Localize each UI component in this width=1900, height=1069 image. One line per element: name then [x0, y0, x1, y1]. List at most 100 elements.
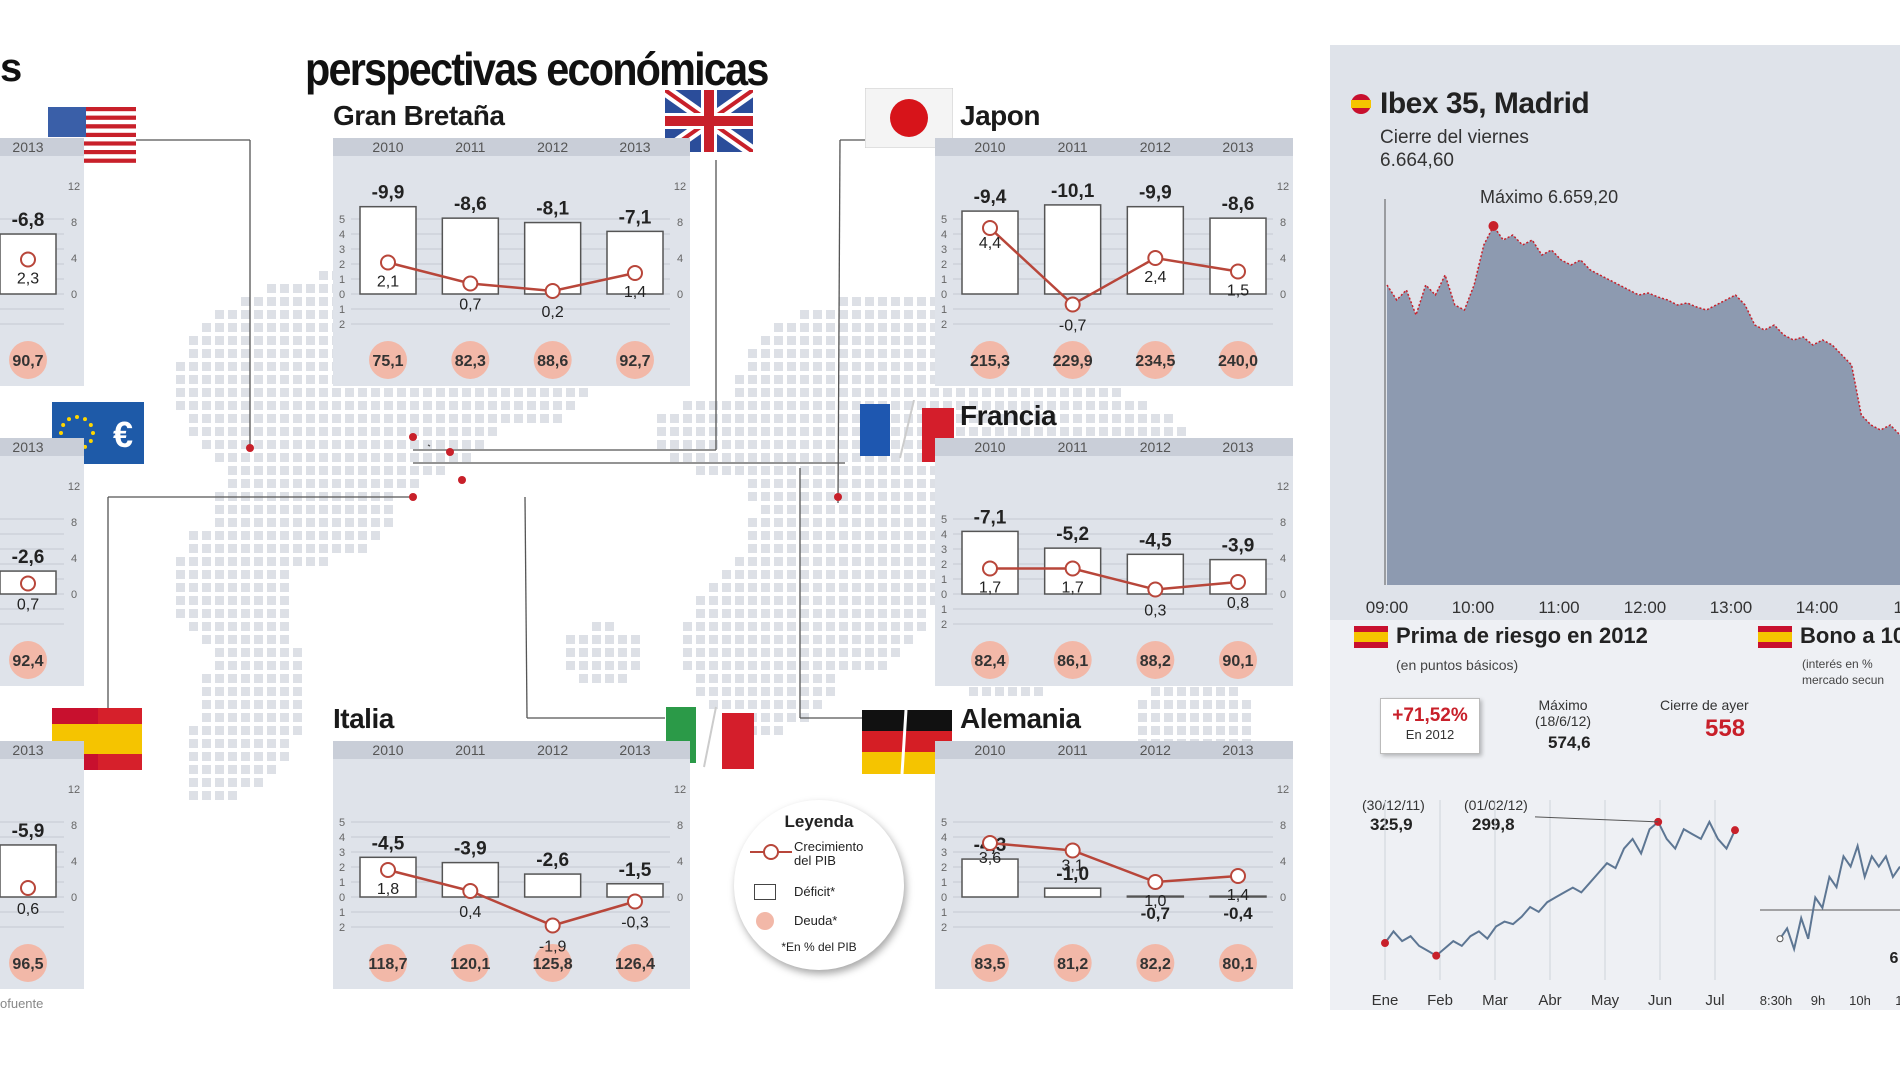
deficit-label: -8,6 — [454, 194, 487, 215]
ibex-x-tick: 13:00 — [1710, 598, 1753, 617]
svg-text:1: 1 — [339, 877, 345, 889]
svg-text:12: 12 — [68, 181, 80, 193]
debt-label: 90,7 — [12, 353, 43, 370]
svg-text:3: 3 — [941, 244, 947, 256]
legend-title: Leyenda — [784, 812, 854, 831]
growth-label: 1,5 — [1227, 283, 1249, 300]
year-label: 2012 — [1140, 439, 1171, 455]
bond-x-tick: 10h — [1849, 993, 1871, 1008]
debt-label: 125,8 — [533, 956, 573, 973]
deficit-label: -9,4 — [974, 187, 1007, 208]
svg-text:0: 0 — [677, 892, 683, 904]
risk-max-point — [1654, 817, 1663, 826]
growth-point — [20, 575, 36, 592]
legend-debt: Deuda* — [794, 913, 838, 928]
deficit-label: -4,5 — [372, 833, 405, 854]
debt-label: 120,1 — [450, 956, 490, 973]
debt-circle — [533, 944, 572, 982]
growth-label: 2,3 — [17, 271, 39, 288]
deficit-bar — [359, 205, 417, 295]
svg-text:3: 3 — [339, 847, 345, 859]
risk-start-label: (30/12/11) — [1362, 797, 1425, 813]
bond-title: Bono a 10 — [1800, 623, 1900, 648]
debt-label: 82,4 — [974, 653, 1005, 670]
deficit-label: -10,1 — [1051, 181, 1095, 202]
year-label: 2013 — [1222, 139, 1253, 155]
growth-label: 4,4 — [979, 235, 1001, 252]
svg-text:2: 2 — [941, 619, 947, 631]
debt-circle — [1136, 641, 1175, 679]
svg-text:0: 0 — [941, 892, 947, 904]
risk-min-point — [1432, 951, 1441, 960]
debt-circle — [971, 341, 1009, 379]
debt-label: 82,2 — [1140, 956, 1171, 973]
growth-label: 3,1 — [1062, 858, 1084, 875]
growth-point — [544, 917, 561, 934]
page-title: perspectivas económicas — [305, 43, 769, 95]
svg-text:12: 12 — [68, 784, 80, 796]
country-chart: 5 4 3 2 1 0 1 2 12 8 4 0 2010 2011 2012 2013 -9,9 75,1 -8,… — [333, 138, 690, 386]
svg-text:0: 0 — [71, 589, 77, 601]
risk-start-value: 325,9 — [1370, 815, 1413, 834]
source-note: ofuente — [0, 996, 44, 1011]
svg-text:4: 4 — [1280, 253, 1286, 265]
growth-label: 0,7 — [459, 297, 481, 314]
svg-text:0: 0 — [1280, 892, 1286, 904]
debt-circle — [369, 944, 407, 982]
debt-label: 81,2 — [1057, 956, 1088, 973]
risk-max-value: 574,6 — [1548, 733, 1591, 752]
growth-point — [1230, 574, 1246, 590]
deficit-bar — [523, 221, 582, 295]
risk-line — [1384, 819, 1736, 957]
growth-point — [1064, 296, 1081, 313]
svg-text:1: 1 — [941, 907, 947, 919]
risk-change: +71,52% — [1392, 705, 1468, 726]
debt-circle — [1136, 944, 1175, 982]
ibex-close: 6.664,60 — [1380, 150, 1454, 171]
debt-circle — [1053, 641, 1092, 679]
legend-growth: del PIB — [794, 853, 836, 868]
legend-deficit: Déficit* — [794, 884, 836, 899]
svg-text:0: 0 — [1280, 589, 1286, 601]
svg-text:1: 1 — [941, 604, 947, 616]
bond-subtitle: (interés en % — [1802, 657, 1873, 671]
deficit-label: -4,5 — [1139, 530, 1172, 551]
country-name: Japon — [960, 100, 1040, 131]
svg-text:0: 0 — [677, 289, 683, 301]
debt-label: 234,5 — [1135, 353, 1175, 370]
italy-flag — [666, 706, 754, 769]
growth-line — [387, 868, 636, 927]
growth-point — [627, 265, 643, 281]
year-label: 2013 — [12, 139, 43, 155]
country-chart-partial: 12 8 4 0 2013 -2,6 92,4 0,7 — [0, 438, 84, 686]
country-chart-partial: 12 8 4 0 2013 -6,8 90,7 2,3 — [0, 138, 84, 386]
risk-chart: Ene Feb Mar Abr May Jun Jul — [1372, 800, 1739, 1009]
svg-text:0: 0 — [339, 289, 345, 301]
debt-label: 83,5 — [974, 956, 1005, 973]
svg-text:3: 3 — [941, 847, 947, 859]
risk-x-tick: May — [1591, 992, 1620, 1009]
debt-label: 96,5 — [12, 956, 43, 973]
deficit-label: -2,6 — [12, 547, 45, 568]
risk-x-tick: Mar — [1482, 992, 1508, 1009]
debt-label: 215,3 — [970, 353, 1010, 370]
title-fragment: s — [0, 46, 23, 90]
svg-text:4: 4 — [1280, 553, 1286, 565]
growth-label: -1,9 — [539, 939, 567, 956]
svg-text:0: 0 — [71, 289, 77, 301]
debt-circle — [369, 341, 407, 379]
svg-text:12: 12 — [1277, 784, 1289, 796]
ibex-max-label: Máximo 6.659,20 — [1480, 187, 1619, 207]
growth-label: 1,7 — [979, 580, 1001, 597]
deficit-bar — [961, 858, 1019, 898]
growth-point — [20, 251, 36, 268]
country-chart: 54321012128402010201120122013-4,383,5-1,… — [935, 741, 1293, 989]
svg-text:8: 8 — [71, 517, 77, 529]
risk-x-tick: Ene — [1372, 992, 1399, 1009]
bond-chart: 6 8:30h 9h 10h 11 — [1760, 842, 1900, 1008]
debt-label: 86,1 — [1057, 653, 1088, 670]
svg-text:1: 1 — [941, 574, 947, 586]
year-label: 2011 — [1058, 742, 1088, 758]
spain-flag-icon — [1758, 626, 1792, 648]
